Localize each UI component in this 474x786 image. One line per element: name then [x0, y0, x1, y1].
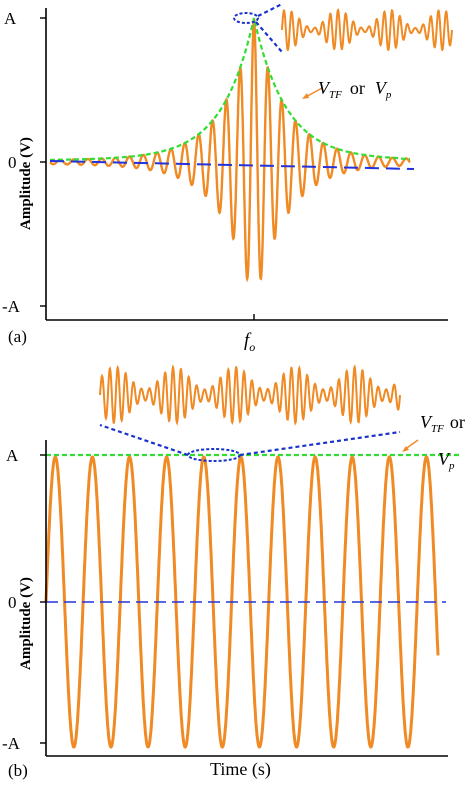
panel-a-label: (a): [8, 327, 27, 346]
panel-b-annotation-line2: Vp: [438, 449, 455, 472]
panel-b-signal-curve: [44, 455, 440, 749]
panel-a-xtick-label-fo: fo: [244, 330, 255, 354]
panel-b-signal-layer: [44, 455, 440, 749]
panel-a-zero-line: [49, 160, 415, 170]
panel-b-annotation-line1: VTF or: [420, 412, 465, 435]
panel-b-annotation-arrowhead: [402, 446, 409, 452]
panel-a-zoom-connector-top: [257, 3, 283, 17]
panel-a-envelope-curve: [49, 17, 410, 161]
panel-b-ytick-label-A: A: [6, 446, 19, 465]
panel-b-label: (b): [8, 761, 28, 780]
panel-a-zero-line-layer: [49, 160, 415, 170]
panel-b-xlabel: Time (s): [210, 759, 271, 780]
panel-b-zoom-connector-left: [99, 423, 189, 457]
panel-a-ytick-label-A: A: [4, 9, 17, 28]
panel-b: A 0 -A Amplitude (V) (b) Time (s) VTF or …: [2, 364, 465, 780]
panel-a-zoom-connector-bottom: [255, 21, 283, 53]
panel-a-ytick-label-negA: -A: [2, 297, 21, 316]
panel-a-envelope-layer: [49, 17, 410, 161]
panel-a-signal-curve: [49, 18, 411, 283]
panel-a-annotation: VTF or Vp: [318, 78, 392, 101]
panel-a-ytick-label-0: 0: [8, 153, 17, 172]
panel-a-annotation-arrowhead: [302, 93, 309, 99]
panel-a-signal-layer: [49, 18, 411, 283]
panel-a-zoom-inset-layer: [233, 3, 453, 53]
panel-b-zoom-inset-layer: [99, 364, 401, 462]
panel-b-zoom-connector-right: [239, 430, 401, 457]
panel-a-zoom-ellipse: [233, 12, 259, 24]
panel-a-ylabel: Amplitude (V): [18, 137, 34, 230]
panel-a-zoom-inset-signal: [281, 8, 453, 52]
panel-b-ytick-label-negA: -A: [2, 734, 21, 753]
panel-b-ylabel: Amplitude (V): [18, 577, 34, 670]
panel-b-zoom-inset-signal: [99, 364, 401, 426]
panel-b-ytick-label-0: 0: [8, 593, 17, 612]
panel-a: A 0 -A Amplitude (V) (a) fo VTF or Vp: [2, 3, 453, 354]
